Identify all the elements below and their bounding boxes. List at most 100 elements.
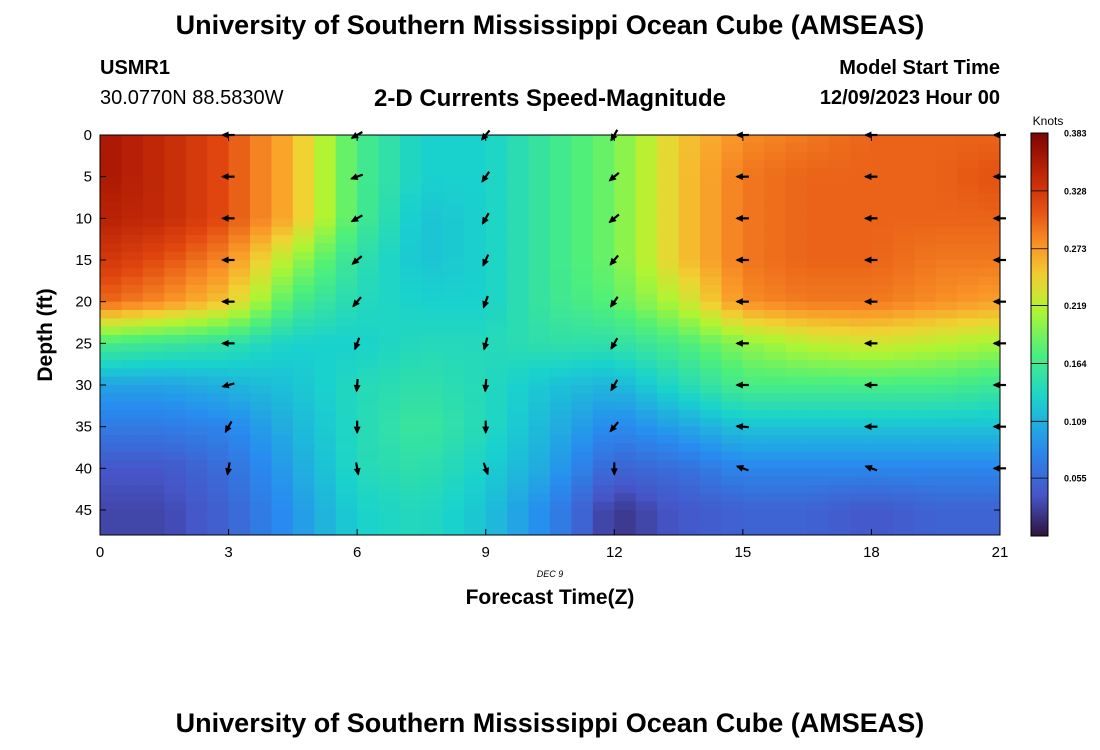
heatmap-cell	[764, 468, 787, 478]
heatmap-cell	[207, 493, 230, 503]
heatmap-cell	[635, 168, 658, 178]
heatmap-cell	[378, 460, 401, 469]
heatmap-cell	[100, 451, 123, 461]
heatmap-cell	[957, 335, 980, 344]
heatmap-cell	[421, 176, 444, 186]
heatmap-cell	[142, 426, 165, 436]
heatmap-cell	[528, 435, 551, 444]
heatmap-cell	[807, 160, 830, 169]
heatmap-cell	[485, 260, 508, 269]
heatmap-cell	[100, 268, 123, 278]
heatmap-cell	[742, 260, 765, 269]
current-arrow	[863, 381, 878, 389]
heatmap-cell	[764, 401, 787, 411]
heatmap-cell	[142, 451, 165, 461]
heatmap-cell	[592, 276, 615, 286]
heatmap-cell	[807, 451, 830, 461]
heatmap-cell	[571, 285, 594, 294]
heatmap-cell	[550, 310, 573, 319]
heatmap-cell	[421, 210, 444, 219]
heatmap-cell	[185, 210, 208, 219]
heatmap-cell	[871, 460, 894, 469]
heatmap-cell	[871, 335, 894, 344]
heatmap-cell	[871, 285, 894, 294]
heatmap-cell	[142, 335, 165, 344]
heatmap-cell	[507, 368, 530, 378]
heatmap-cell	[550, 460, 573, 469]
heatmap-cell	[571, 468, 594, 478]
heatmap-cell	[378, 160, 401, 169]
heatmap-cell	[785, 460, 808, 469]
heatmap-cell	[657, 251, 680, 261]
heatmap-cell	[335, 251, 358, 261]
heatmap-cell	[378, 335, 401, 344]
heatmap-cell	[914, 301, 937, 311]
heatmap-cell	[400, 301, 423, 311]
heatmap-cell	[721, 501, 744, 511]
heatmap-cell	[250, 485, 273, 494]
heatmap-cell	[335, 460, 358, 469]
heatmap-cell	[828, 268, 851, 278]
heatmap-cell	[678, 160, 701, 169]
heatmap-cell	[400, 293, 423, 303]
heatmap-cell	[357, 443, 380, 453]
heatmap-cell	[507, 385, 530, 394]
heatmap-cell	[121, 318, 144, 328]
heatmap-cell	[507, 376, 530, 386]
heatmap-cell	[828, 293, 851, 303]
heatmap-cell	[507, 235, 530, 244]
heatmap-cell	[485, 518, 508, 528]
heatmap-cell	[442, 401, 465, 411]
heatmap-cell	[442, 243, 465, 253]
heatmap-cell	[142, 243, 165, 253]
heatmap-cell	[507, 443, 530, 453]
heatmap-cell	[871, 176, 894, 186]
heatmap-cell	[614, 210, 637, 219]
heatmap-cell	[592, 418, 615, 428]
heatmap-cell	[292, 176, 315, 186]
heatmap-cell	[442, 210, 465, 219]
heatmap-cell	[892, 185, 915, 194]
heatmap-cell	[914, 451, 937, 461]
heatmap-cell	[871, 151, 894, 161]
heatmap-cell	[464, 460, 487, 469]
heatmap-cell	[764, 243, 787, 253]
heatmap-cell	[185, 176, 208, 186]
heatmap-cell	[314, 226, 337, 236]
heatmap-cell	[464, 168, 487, 178]
heatmap-cell	[914, 335, 937, 344]
heatmap-cell	[828, 493, 851, 503]
heatmap-cell	[550, 293, 573, 303]
heatmap-cell	[892, 310, 915, 319]
heatmap-cell	[400, 376, 423, 386]
heatmap-cell	[485, 285, 508, 294]
heatmap-cell	[657, 285, 680, 294]
heatmap-cell	[614, 151, 637, 161]
heatmap-cell	[164, 410, 187, 419]
heatmap-cell	[507, 351, 530, 361]
heatmap-cell	[892, 443, 915, 453]
current-arrow	[610, 379, 619, 392]
heatmap-cell	[292, 401, 315, 411]
heatmap-cell	[807, 468, 830, 478]
heatmap-cell	[228, 276, 251, 286]
heatmap-cell	[292, 526, 315, 535]
heatmap-cell	[357, 168, 380, 178]
heatmap-cell	[850, 310, 873, 319]
heatmap-cell	[507, 435, 530, 444]
heatmap-cell	[314, 418, 337, 428]
heatmap-cell	[335, 276, 358, 286]
heatmap-cell	[314, 185, 337, 194]
heatmap-cell	[378, 476, 401, 486]
heatmap-cell	[742, 476, 765, 486]
heatmap-cell	[142, 301, 165, 311]
heatmap-cell	[357, 526, 380, 535]
heatmap-cell	[357, 268, 380, 278]
heatmap-cell	[357, 201, 380, 211]
heatmap-cell	[807, 310, 830, 319]
heatmap-cell	[721, 493, 744, 503]
heatmap-cell	[464, 285, 487, 294]
heatmap-cell	[121, 301, 144, 311]
heatmap-cell	[828, 368, 851, 378]
heatmap-cell	[378, 268, 401, 278]
